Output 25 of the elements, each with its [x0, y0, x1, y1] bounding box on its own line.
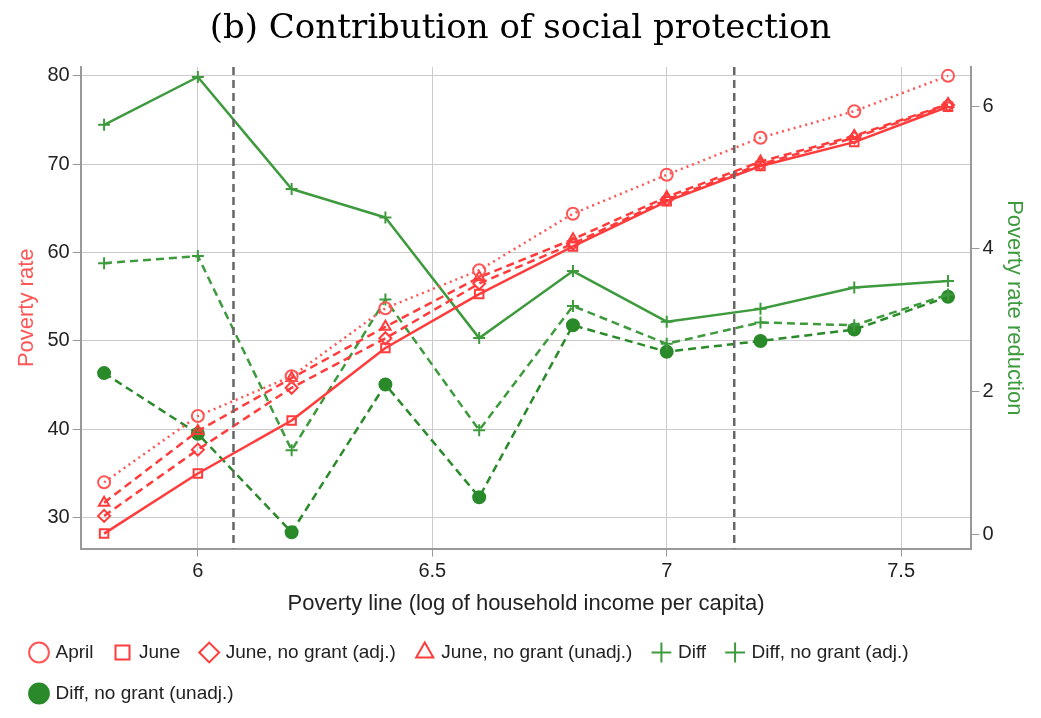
y2-tick-label: 6: [982, 93, 994, 116]
x-tick-label: 7.5: [887, 559, 916, 582]
legend-label: Diff: [677, 640, 707, 662]
x-tick-label: 6.5: [418, 559, 447, 582]
x-axis-title: Poverty line (log of household income per capita): [287, 589, 765, 615]
y-tick-label: 50: [47, 328, 70, 351]
y2-axis-title: Poverty rate reduction: [1002, 200, 1028, 416]
y-tick-label: 80: [47, 63, 70, 86]
legend-label: June, no grant (unadj.): [441, 640, 633, 662]
legend-label: Diff, no grant (adj.): [751, 640, 909, 662]
y2-tick-label: 0: [982, 521, 994, 544]
legend-label: June, no grant (adj.): [225, 640, 396, 662]
legend-label: Diff, no grant (unadj.): [55, 681, 234, 703]
y2-tick-label: 4: [982, 236, 994, 259]
y2-tick-label: 2: [982, 379, 994, 402]
x-tick-label: 6: [192, 559, 204, 582]
y-tick-label: 30: [47, 505, 70, 528]
legend-label: June: [139, 640, 181, 662]
legend-label: April: [55, 640, 94, 662]
chart-title: (b) Contribution of social protection: [208, 5, 833, 48]
y-tick-label: 40: [47, 416, 70, 439]
x-tick-label: 7: [661, 559, 673, 582]
y-tick-label: 70: [47, 151, 70, 174]
y-tick-label: 60: [47, 240, 70, 263]
y-axis-title: Poverty rate: [13, 248, 39, 368]
